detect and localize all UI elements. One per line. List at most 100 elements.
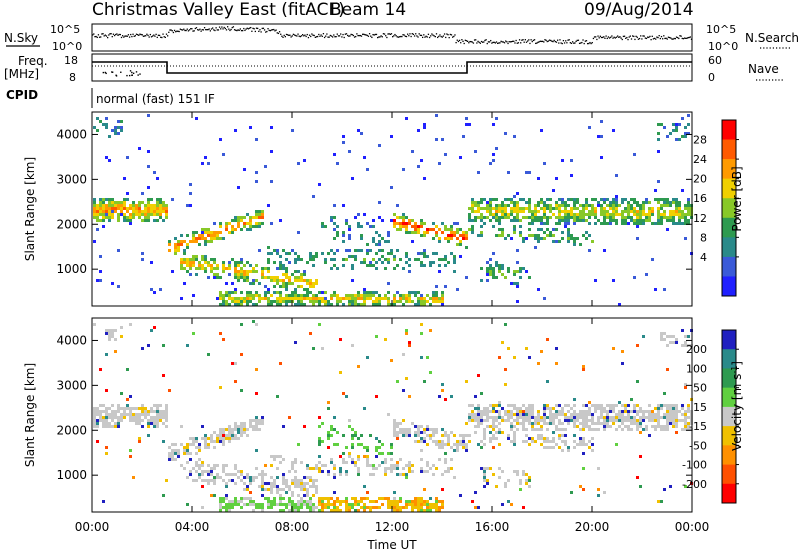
- power-cell: [237, 279, 240, 282]
- power-cell: [348, 150, 351, 153]
- power-cell: [126, 210, 129, 213]
- velocity-cell: [390, 503, 393, 506]
- velocity-cell: [552, 440, 555, 443]
- velocity-cell: [384, 473, 387, 476]
- power-cell: [243, 276, 246, 279]
- nave-point: [126, 74, 128, 77]
- velocity-cell: [555, 410, 558, 413]
- power-cell: [141, 213, 144, 216]
- velocity-cell: [408, 470, 411, 473]
- velocity-cell: [126, 413, 129, 416]
- velocity-cell: [477, 374, 480, 377]
- velocity-cell: [156, 422, 159, 425]
- power-cell: [225, 267, 228, 270]
- velocity-cell: [330, 458, 333, 461]
- nsky-point: [574, 42, 576, 44]
- power-colorbar-swatch: [722, 256, 736, 277]
- velocity-cell: [615, 428, 618, 431]
- velocity-cell: [582, 440, 585, 443]
- nsky-point: [439, 34, 441, 36]
- power-cell: [324, 261, 327, 264]
- power-cell: [585, 198, 588, 201]
- power-cell: [189, 204, 192, 207]
- power-cell: [672, 219, 675, 222]
- velocity-cell: [531, 440, 534, 443]
- power-cell: [492, 123, 495, 126]
- nsky-point: [625, 37, 627, 39]
- velocity-cell: [168, 446, 171, 449]
- power-cell: [555, 177, 558, 180]
- power-cell: [486, 261, 489, 264]
- velocity-cell: [261, 416, 264, 419]
- power-cell: [93, 216, 96, 219]
- velocity-cell: [357, 509, 360, 512]
- power-cell: [555, 240, 558, 243]
- power-cell: [408, 270, 411, 273]
- velocity-cell: [594, 422, 597, 425]
- velocity-cell: [369, 500, 372, 503]
- nsky-point: [431, 33, 433, 35]
- velocity-cell: [303, 485, 306, 488]
- power-cell: [516, 261, 519, 264]
- power-cell: [501, 267, 504, 270]
- velocity-cell: [513, 434, 516, 437]
- nave-point: [128, 74, 131, 77]
- power-cell: [147, 204, 150, 207]
- velocity-colorbar-swatch: [722, 330, 736, 350]
- velocity-cell: [603, 419, 606, 422]
- power-cell: [399, 300, 402, 303]
- velocity-cell: [426, 356, 429, 359]
- power-cell: [303, 270, 306, 273]
- velocity-cell: [513, 440, 516, 443]
- velocity-cell: [642, 419, 645, 422]
- power-cell: [189, 267, 192, 270]
- power-ytick-label: 4000: [56, 127, 87, 141]
- power-cell: [99, 210, 102, 213]
- velocity-cell: [228, 500, 231, 503]
- power-cell: [594, 222, 597, 225]
- velocity-cell: [372, 500, 375, 503]
- velocity-cell: [429, 428, 432, 431]
- power-cell: [444, 153, 447, 156]
- velocity-cell: [525, 419, 528, 422]
- nsky-point: [157, 34, 160, 36]
- velocity-cell: [315, 506, 318, 509]
- velocity-cell: [504, 410, 507, 413]
- velocity-cell: [423, 509, 426, 512]
- velocity-cell: [225, 503, 228, 506]
- power-cell: [360, 297, 363, 300]
- velocity-cell: [504, 485, 507, 488]
- power-cell: [120, 201, 123, 204]
- power-cell: [216, 234, 219, 237]
- power-cell: [543, 231, 546, 234]
- power-cell: [468, 216, 471, 219]
- velocity-cell: [681, 329, 684, 332]
- velocity-cell: [318, 500, 321, 503]
- power-cell: [582, 234, 585, 237]
- nsky-point: [482, 41, 484, 43]
- velocity-cell: [318, 470, 321, 473]
- velocity-cell: [666, 413, 669, 416]
- power-cell: [399, 222, 402, 225]
- nsky-point: [548, 39, 551, 41]
- nsky-point: [626, 36, 628, 39]
- velocity-cell: [621, 350, 624, 353]
- velocity-cell: [120, 335, 123, 338]
- velocity-cell: [501, 416, 504, 419]
- velocity-cell: [222, 467, 225, 470]
- velocity-cell: [573, 446, 576, 449]
- velocity-cell: [291, 491, 294, 494]
- power-cell: [96, 204, 99, 207]
- power-cell: [354, 255, 357, 258]
- power-cell: [417, 225, 420, 228]
- velocity-cell: [162, 410, 165, 413]
- velocity-cell: [582, 410, 585, 413]
- nsky-point: [516, 42, 518, 44]
- velocity-cell: [396, 503, 399, 506]
- velocity-cell: [336, 509, 339, 512]
- velocity-cell: [318, 443, 321, 446]
- power-cell: [297, 285, 300, 288]
- nsky-point: [383, 33, 386, 35]
- power-cell: [183, 282, 186, 285]
- nave-tick-bottom: 0: [708, 71, 715, 84]
